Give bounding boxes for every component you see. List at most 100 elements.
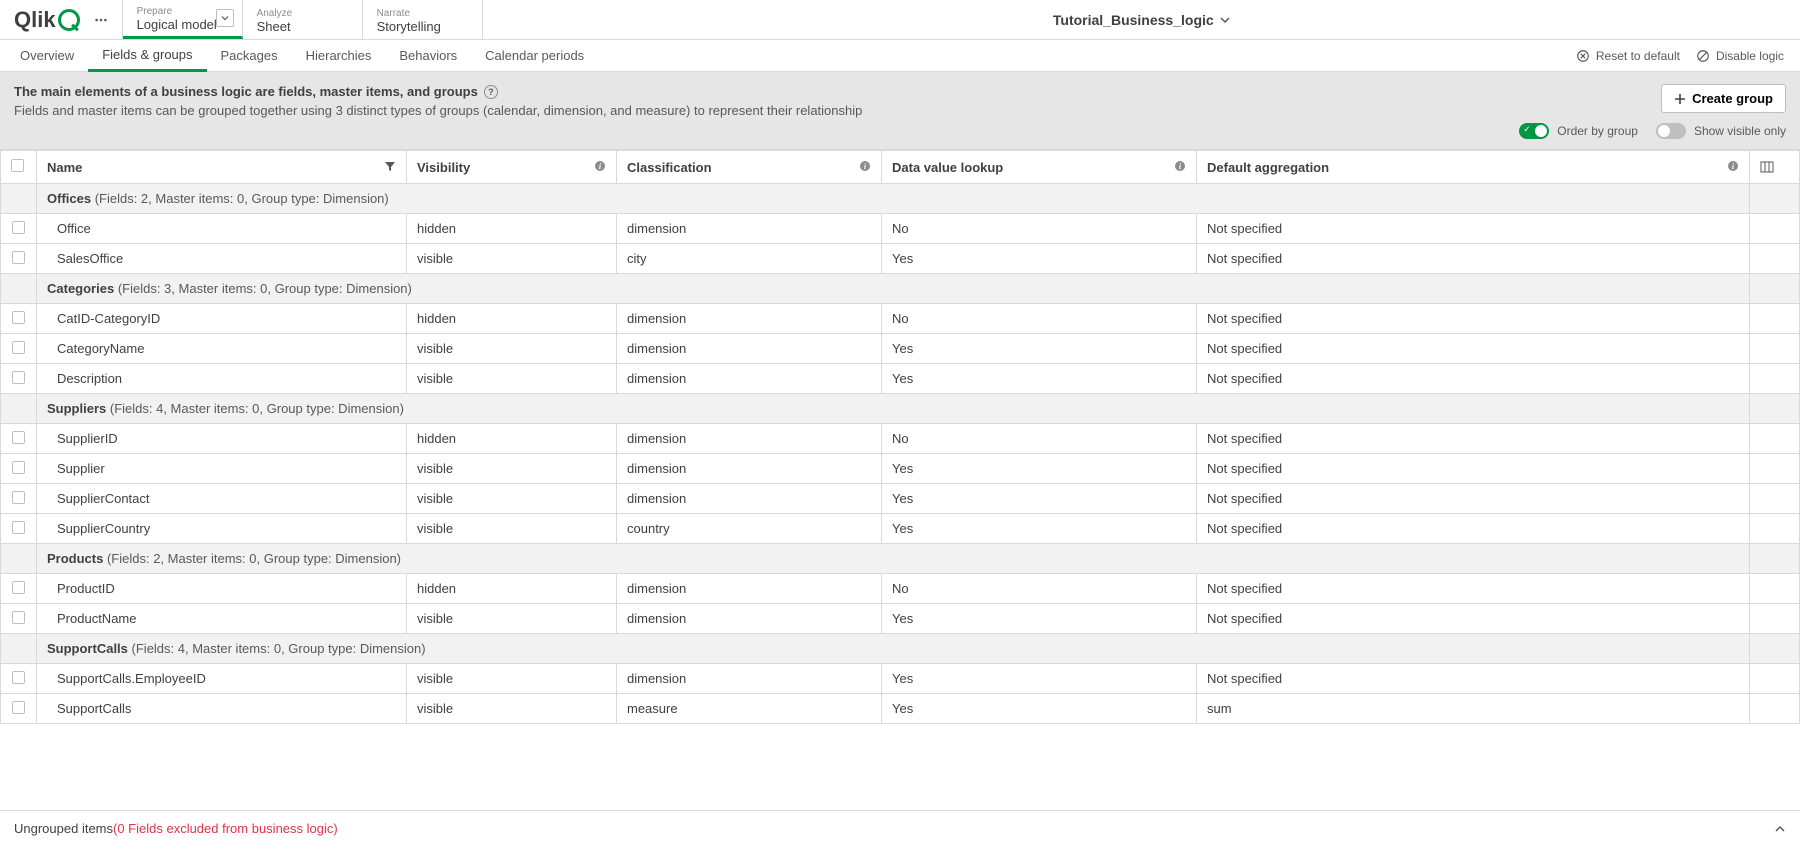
table-row[interactable]: SupplierID hidden dimension No Not speci… <box>1 424 1800 454</box>
sub-tab-overview[interactable]: Overview <box>6 40 88 72</box>
table-row[interactable]: ProductName visible dimension Yes Not sp… <box>1 604 1800 634</box>
show-visible-toggle[interactable]: Show visible only <box>1656 123 1786 139</box>
row-checkbox[interactable] <box>1 454 37 484</box>
nav-tab-label: Narrate <box>377 8 468 19</box>
cell-visibility: visible <box>407 364 617 394</box>
nav-tab-storytelling[interactable]: Narrate Storytelling <box>363 0 483 39</box>
disable-button[interactable]: Disable logic <box>1696 49 1784 63</box>
header-aggregation[interactable]: Default aggregation i <box>1197 151 1750 184</box>
cell-visibility: hidden <box>407 214 617 244</box>
cell-classification: dimension <box>617 574 882 604</box>
cell-classification: dimension <box>617 214 882 244</box>
table-row[interactable]: SalesOffice visible city Yes Not specifi… <box>1 244 1800 274</box>
cell-lookup: Yes <box>882 604 1197 634</box>
reset-label: Reset to default <box>1596 49 1680 63</box>
toggle-switch-on[interactable] <box>1519 123 1549 139</box>
chevron-up-icon[interactable] <box>1774 823 1786 835</box>
nav-tab-value: Storytelling <box>377 19 468 34</box>
cell-visibility: visible <box>407 604 617 634</box>
table-row[interactable]: CategoryName visible dimension Yes Not s… <box>1 334 1800 364</box>
cell-aggregation: Not specified <box>1197 424 1750 454</box>
sub-tab-hierarchies[interactable]: Hierarchies <box>292 40 386 72</box>
cell-lookup: No <box>882 304 1197 334</box>
table-row[interactable]: SupplierContact visible dimension Yes No… <box>1 484 1800 514</box>
sub-tab-fields-groups[interactable]: Fields & groups <box>88 40 206 72</box>
row-checkbox[interactable] <box>1 574 37 604</box>
app-title[interactable]: Tutorial_Business_logic <box>483 0 1800 39</box>
row-checkbox[interactable] <box>1 214 37 244</box>
group-meta: (Fields: 3, Master items: 0, Group type:… <box>118 281 412 296</box>
toggle-switch-off[interactable] <box>1656 123 1686 139</box>
group-row[interactable]: Products (Fields: 2, Master items: 0, Gr… <box>1 544 1800 574</box>
group-row[interactable]: Categories (Fields: 3, Master items: 0, … <box>1 274 1800 304</box>
row-checkbox[interactable] <box>1 424 37 454</box>
row-checkbox[interactable] <box>1 244 37 274</box>
logo-area: Qlik <box>0 0 122 39</box>
row-checkbox[interactable] <box>1 664 37 694</box>
reset-button[interactable]: Reset to default <box>1576 49 1680 63</box>
cell-name: Supplier <box>37 454 407 484</box>
nav-tabs: Prepare Logical modelAnalyze SheetNarrat… <box>122 0 483 39</box>
table-row[interactable]: Office hidden dimension No Not specified <box>1 214 1800 244</box>
info-icon[interactable]: i <box>859 160 871 172</box>
sub-tab-calendar-periods[interactable]: Calendar periods <box>471 40 598 72</box>
create-group-label: Create group <box>1692 91 1773 106</box>
row-checkbox[interactable] <box>1 484 37 514</box>
help-icon[interactable]: ? <box>484 85 498 99</box>
row-checkbox[interactable] <box>1 694 37 724</box>
header-visibility[interactable]: Visibilityi <box>407 151 617 184</box>
more-icon[interactable] <box>90 9 112 31</box>
cell-classification: country <box>617 514 882 544</box>
order-by-group-toggle[interactable]: Order by group <box>1519 123 1638 139</box>
cell-classification: dimension <box>617 304 882 334</box>
info-title-text: The main elements of a business logic ar… <box>14 84 478 99</box>
filter-icon[interactable] <box>384 160 396 172</box>
sub-tab-packages[interactable]: Packages <box>207 40 292 72</box>
info-icon[interactable]: i <box>1174 160 1186 172</box>
cell-name: ProductID <box>37 574 407 604</box>
cell-lookup: Yes <box>882 364 1197 394</box>
footer-excluded: (0 Fields excluded from business logic) <box>113 821 338 836</box>
row-checkbox[interactable] <box>1 514 37 544</box>
create-group-button[interactable]: Create group <box>1661 84 1786 113</box>
table-row[interactable]: Description visible dimension Yes Not sp… <box>1 364 1800 394</box>
cell-classification: dimension <box>617 484 882 514</box>
chevron-down-icon[interactable] <box>216 9 234 27</box>
header-classification[interactable]: Classificationi <box>617 151 882 184</box>
group-meta: (Fields: 2, Master items: 0, Group type:… <box>107 551 401 566</box>
table-wrap[interactable]: Name Visibilityi Classificationi Data va… <box>0 149 1800 810</box>
header-lookup[interactable]: Data value lookupi <box>882 151 1197 184</box>
row-checkbox[interactable] <box>1 334 37 364</box>
cell-aggregation: Not specified <box>1197 574 1750 604</box>
header-checkbox[interactable] <box>1 151 37 184</box>
cell-aggregation: Not specified <box>1197 484 1750 514</box>
row-checkbox[interactable] <box>1 364 37 394</box>
info-icon[interactable]: i <box>1727 160 1739 172</box>
table-row[interactable]: ProductID hidden dimension No Not specif… <box>1 574 1800 604</box>
header-agg-text: Default aggregation <box>1207 160 1329 175</box>
order-toggle-label: Order by group <box>1557 124 1638 138</box>
group-row[interactable]: SupportCalls (Fields: 4, Master items: 0… <box>1 634 1800 664</box>
table-row[interactable]: Supplier visible dimension Yes Not speci… <box>1 454 1800 484</box>
header-name[interactable]: Name <box>37 151 407 184</box>
table-row[interactable]: SupportCalls visible measure Yes sum <box>1 694 1800 724</box>
sub-actions: Reset to default Disable logic <box>1576 49 1800 63</box>
nav-tab-value: Sheet <box>257 19 348 34</box>
group-row[interactable]: Offices (Fields: 2, Master items: 0, Gro… <box>1 184 1800 214</box>
table-row[interactable]: SupportCalls.EmployeeID visible dimensio… <box>1 664 1800 694</box>
cell-aggregation: Not specified <box>1197 454 1750 484</box>
sub-tab-behaviors[interactable]: Behaviors <box>385 40 471 72</box>
cell-lookup: No <box>882 214 1197 244</box>
table-row[interactable]: CatID-CategoryID hidden dimension No Not… <box>1 304 1800 334</box>
row-checkbox[interactable] <box>1 304 37 334</box>
header-config[interactable] <box>1750 151 1800 184</box>
info-title: The main elements of a business logic ar… <box>14 84 1519 99</box>
group-row[interactable]: Suppliers (Fields: 4, Master items: 0, G… <box>1 394 1800 424</box>
nav-tab-sheet[interactable]: Analyze Sheet <box>243 0 363 39</box>
info-icon[interactable]: i <box>594 160 606 172</box>
cell-aggregation: Not specified <box>1197 664 1750 694</box>
row-checkbox[interactable] <box>1 604 37 634</box>
nav-tab-logical-model[interactable]: Prepare Logical model <box>123 0 243 39</box>
table-row[interactable]: SupplierCountry visible country Yes Not … <box>1 514 1800 544</box>
toggles: Order by group Show visible only <box>1519 123 1786 139</box>
